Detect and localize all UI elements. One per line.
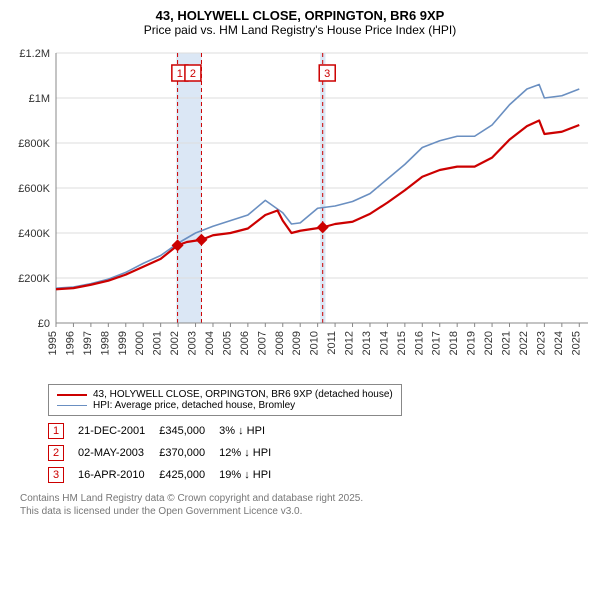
svg-text:2019: 2019 xyxy=(466,331,478,355)
svg-text:£1.2M: £1.2M xyxy=(19,48,50,60)
svg-text:2002: 2002 xyxy=(169,331,181,355)
svg-text:2014: 2014 xyxy=(378,331,390,355)
svg-text:1: 1 xyxy=(177,68,183,80)
svg-text:2: 2 xyxy=(190,68,196,80)
legend-swatch xyxy=(57,405,87,406)
svg-text:2022: 2022 xyxy=(518,331,530,355)
svg-text:2015: 2015 xyxy=(396,331,408,355)
title-block: 43, HOLYWELL CLOSE, ORPINGTON, BR6 9XP P… xyxy=(8,8,592,37)
svg-text:2001: 2001 xyxy=(152,331,164,355)
legend-item: HPI: Average price, detached house, Brom… xyxy=(57,400,393,411)
title-address: 43, HOLYWELL CLOSE, ORPINGTON, BR6 9XP xyxy=(8,8,592,23)
annotation-row: 2 02-MAY-2003£370,00012% ↓ HPI xyxy=(48,442,285,464)
svg-text:£600K: £600K xyxy=(18,183,50,195)
legend-label: HPI: Average price, detached house, Brom… xyxy=(93,400,295,411)
svg-text:2020: 2020 xyxy=(483,331,495,355)
annotation-badge: 3 xyxy=(48,467,64,483)
footer: Contains HM Land Registry data © Crown c… xyxy=(20,492,592,518)
legend-label: 43, HOLYWELL CLOSE, ORPINGTON, BR6 9XP (… xyxy=(93,389,393,400)
chart-container: 43, HOLYWELL CLOSE, ORPINGTON, BR6 9XP P… xyxy=(0,0,600,522)
svg-text:1996: 1996 xyxy=(64,331,76,355)
svg-text:1997: 1997 xyxy=(82,331,94,355)
svg-text:2023: 2023 xyxy=(535,331,547,355)
svg-text:2005: 2005 xyxy=(221,331,233,355)
svg-text:2012: 2012 xyxy=(344,331,356,355)
svg-text:2010: 2010 xyxy=(309,331,321,355)
annotation-date: 16-APR-2010 xyxy=(78,464,159,486)
annotation-date: 21-DEC-2001 xyxy=(78,420,159,442)
annotation-date: 02-MAY-2003 xyxy=(78,442,159,464)
footer-line2: This data is licensed under the Open Gov… xyxy=(20,505,592,518)
svg-text:1998: 1998 xyxy=(99,331,111,355)
svg-text:2018: 2018 xyxy=(448,331,460,355)
legend-swatch xyxy=(57,394,87,396)
svg-text:2009: 2009 xyxy=(291,331,303,355)
annotation-row: 3 16-APR-2010£425,00019% ↓ HPI xyxy=(48,464,285,486)
annotation-delta: 19% ↓ HPI xyxy=(219,464,285,486)
svg-text:2007: 2007 xyxy=(256,331,268,355)
title-subtitle: Price paid vs. HM Land Registry's House … xyxy=(8,23,592,37)
svg-text:£1M: £1M xyxy=(29,93,50,105)
svg-text:2004: 2004 xyxy=(204,331,216,355)
svg-text:2016: 2016 xyxy=(413,331,425,355)
svg-text:2003: 2003 xyxy=(187,331,199,355)
svg-text:2006: 2006 xyxy=(239,331,251,355)
annotation-delta: 3% ↓ HPI xyxy=(219,420,285,442)
svg-text:2013: 2013 xyxy=(361,331,373,355)
annotations-table: 1 21-DEC-2001£345,0003% ↓ HPI 2 02-MAY-2003… xyxy=(48,420,285,486)
svg-text:1995: 1995 xyxy=(47,331,59,355)
svg-text:1999: 1999 xyxy=(117,331,129,355)
svg-text:£0: £0 xyxy=(38,318,50,330)
svg-text:2021: 2021 xyxy=(501,331,513,355)
annotation-badge: 2 xyxy=(48,445,64,461)
svg-text:2008: 2008 xyxy=(274,331,286,355)
legend: 43, HOLYWELL CLOSE, ORPINGTON, BR6 9XP (… xyxy=(48,384,402,416)
annotation-price: £425,000 xyxy=(159,464,219,486)
annotation-price: £345,000 xyxy=(159,420,219,442)
svg-text:2011: 2011 xyxy=(326,331,338,355)
svg-text:£800K: £800K xyxy=(18,138,50,150)
chart-svg: £0 £200K £400K £600K £800K £1M £1.2M 1995 1996 19… xyxy=(8,43,592,373)
annotation-price: £370,000 xyxy=(159,442,219,464)
svg-text:2017: 2017 xyxy=(431,331,443,355)
svg-text:3: 3 xyxy=(324,68,330,80)
annotation-badge: 1 xyxy=(48,423,64,439)
chart-area: £0 £200K £400K £600K £800K £1M £1.2M 1995 1996 19… xyxy=(8,43,592,378)
svg-text:2024: 2024 xyxy=(553,331,565,355)
svg-text:£200K: £200K xyxy=(18,273,50,285)
svg-text:2000: 2000 xyxy=(134,331,146,355)
footer-line1: Contains HM Land Registry data © Crown c… xyxy=(20,492,592,505)
legend-item: 43, HOLYWELL CLOSE, ORPINGTON, BR6 9XP (… xyxy=(57,389,393,400)
annotation-row: 1 21-DEC-2001£345,0003% ↓ HPI xyxy=(48,420,285,442)
annotation-delta: 12% ↓ HPI xyxy=(219,442,285,464)
svg-text:£400K: £400K xyxy=(18,228,50,240)
svg-text:2025: 2025 xyxy=(570,331,582,355)
